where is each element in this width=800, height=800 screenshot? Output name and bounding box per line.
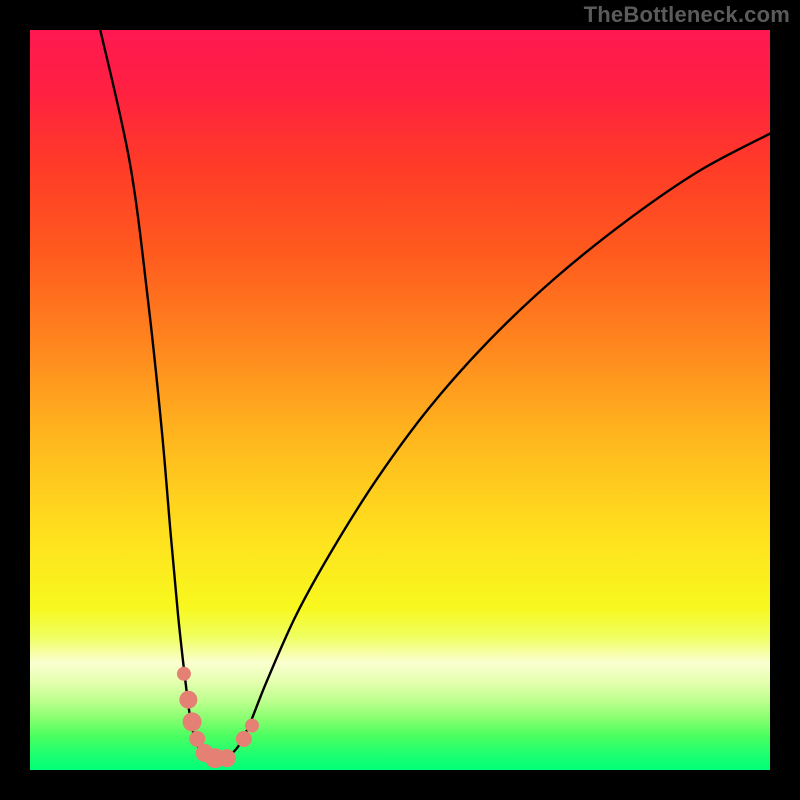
marker-point [179, 691, 197, 709]
marker-point [218, 749, 236, 767]
marker-point [177, 667, 191, 681]
marker-point [236, 731, 252, 747]
marker-point [183, 712, 202, 731]
marker-point [245, 719, 259, 733]
chart-frame: TheBottleneck.com [0, 0, 800, 800]
gradient-background [30, 30, 770, 770]
watermark-text: TheBottleneck.com [584, 2, 790, 28]
chart-svg [30, 30, 770, 770]
plot-area [30, 30, 770, 770]
